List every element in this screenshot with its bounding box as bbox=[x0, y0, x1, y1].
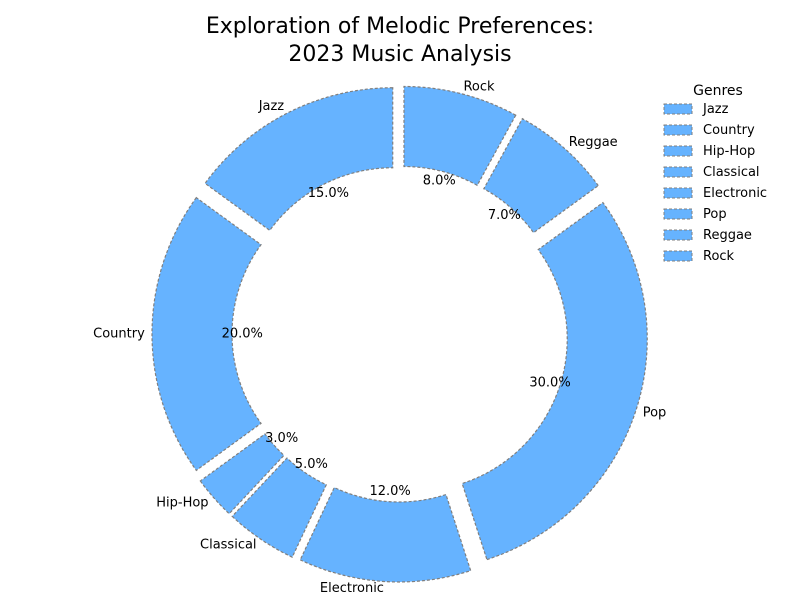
legend-label-reggae: Reggae bbox=[703, 228, 752, 243]
legend: Genres Jazz Country Hip-Hop Classical Electr… bbox=[663, 83, 767, 264]
percent-label-country: 20.0% bbox=[222, 327, 263, 342]
percent-label-jazz: 15.0% bbox=[308, 186, 349, 201]
percent-label-reggae: 7.0% bbox=[488, 208, 521, 223]
percent-label-classical: 5.0% bbox=[295, 457, 328, 472]
legend-label-electronic: Electronic bbox=[703, 186, 767, 201]
wedge-jazz bbox=[204, 87, 394, 232]
category-labels: Jazz Country Hip-Hop Classical Electronic Pop… bbox=[93, 79, 666, 596]
category-label-reggae: Reggae bbox=[569, 135, 618, 150]
legend-swatch-electronic bbox=[663, 187, 693, 199]
wedge-country bbox=[151, 196, 262, 472]
wedge-classical bbox=[231, 457, 328, 558]
wedge-reggae bbox=[482, 117, 600, 234]
category-label-classical: Classical bbox=[200, 538, 257, 553]
legend-swatch-country bbox=[663, 124, 693, 136]
legend-label-jazz: Jazz bbox=[702, 102, 729, 117]
legend-title: Genres bbox=[693, 83, 743, 99]
wedge-hip-hop bbox=[199, 433, 285, 515]
category-label-hip-hop: Hip-Hop bbox=[156, 495, 208, 510]
legend-swatch-rock bbox=[663, 250, 693, 262]
percent-label-electronic: 12.0% bbox=[369, 484, 410, 499]
percent-label-rock: 8.0% bbox=[423, 174, 456, 189]
category-label-pop: Pop bbox=[643, 405, 667, 420]
category-label-electronic: Electronic bbox=[320, 581, 384, 596]
wedge-electronic bbox=[299, 486, 472, 583]
legend-items: Jazz Country Hip-Hop Classical Electronic Pop… bbox=[663, 102, 767, 264]
legend-swatch-reggae bbox=[663, 229, 693, 241]
wedge-pop bbox=[461, 201, 648, 561]
legend-label-pop: Pop bbox=[703, 207, 727, 222]
legend-swatch-pop bbox=[663, 208, 693, 220]
category-label-jazz: Jazz bbox=[258, 99, 285, 114]
category-label-rock: Rock bbox=[463, 79, 495, 94]
legend-label-classical: Classical bbox=[703, 165, 760, 180]
chart-wedges bbox=[151, 85, 648, 583]
legend-swatch-classical bbox=[663, 166, 693, 178]
legend-swatch-jazz bbox=[663, 103, 693, 115]
category-label-country: Country bbox=[93, 327, 145, 342]
chart-title-line-2: 2023 Music Analysis bbox=[288, 42, 511, 67]
percent-label-pop: 30.0% bbox=[529, 375, 570, 390]
wedge-rock bbox=[403, 85, 517, 187]
legend-label-hip-hop: Hip-Hop bbox=[703, 144, 755, 159]
legend-label-country: Country bbox=[703, 123, 755, 138]
percent-labels: 15.0% 20.0% 3.0% 5.0% 12.0% 30.0% 7.0% 8.0% bbox=[222, 174, 571, 499]
chart-title-line-1: Exploration of Melodic Preferences: bbox=[206, 14, 594, 39]
legend-label-rock: Rock bbox=[703, 249, 735, 264]
percent-label-hip-hop: 3.0% bbox=[265, 431, 298, 446]
legend-swatch-hip-hop bbox=[663, 145, 693, 157]
